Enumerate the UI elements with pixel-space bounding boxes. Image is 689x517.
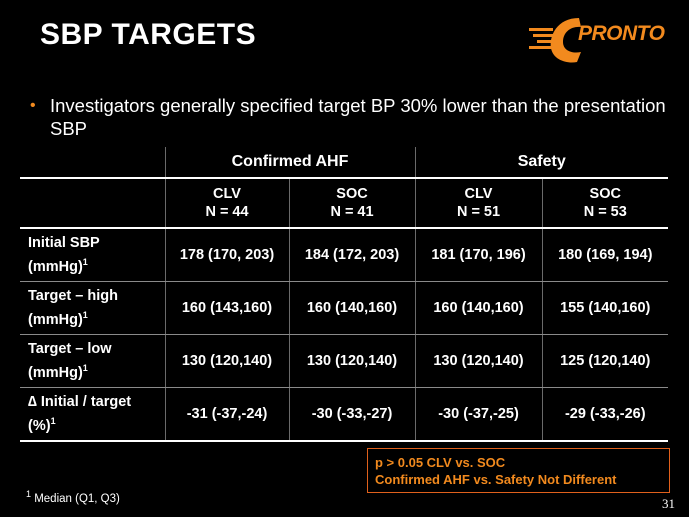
row-label: Target – low (mmHg)1 [20, 334, 165, 388]
table-row: Target – low (mmHg)1 130 (120,140) 130 (1… [20, 334, 668, 388]
column-header: CLV N = 44 [164, 178, 289, 229]
table-cell: -29 (-33,-26) [541, 387, 668, 442]
row-label: Initial SBP (mmHg)1 [20, 228, 165, 282]
table-cell: 130 (120,140) [288, 334, 415, 388]
table-cell: 160 (140,160) [288, 281, 415, 335]
table-cell: 125 (120,140) [541, 334, 668, 388]
page-number: 31 [662, 496, 675, 511]
corner-cell [20, 147, 165, 179]
column-n: N = 53 [583, 204, 627, 220]
footnote: 1 Median (Q1, Q3) [26, 489, 120, 505]
table-cell: 178 (170, 203) [164, 228, 289, 282]
note-line-2: Confirmed AHF vs. Safety Not Different [375, 472, 617, 487]
table-cell: 160 (143,160) [164, 281, 289, 335]
row-label: ∆ Initial / target (%)1 [20, 387, 165, 442]
column-name: SOC [589, 186, 621, 202]
column-name: CLV [213, 186, 241, 202]
row-label: Target – high (mmHg)1 [20, 281, 165, 335]
table-row: ∆ Initial / target (%)1 -31 (-37,-24) -30… [20, 387, 668, 442]
group-header-row: Confirmed AHF Safety [20, 147, 668, 179]
footnote-text: Median (Q1, Q3) [31, 492, 120, 505]
table-cell: 180 (169, 194) [541, 228, 668, 282]
column-name: SOC [336, 186, 368, 202]
pronto-logo-icon [529, 18, 581, 63]
column-n: N = 41 [330, 204, 374, 220]
table-cell: 155 (140,160) [541, 281, 668, 335]
group-header-confirmed-ahf: Confirmed AHF [164, 147, 415, 179]
logo-text: PRONTO [578, 22, 665, 45]
group-header-safety: Safety [414, 147, 668, 179]
bullet-text: Investigators generally specified target… [50, 95, 666, 139]
table-cell: -30 (-37,-25) [414, 387, 542, 442]
corner-cell [20, 178, 165, 229]
table-cell: -31 (-37,-24) [164, 387, 289, 442]
table-cell: 130 (120,140) [414, 334, 542, 388]
sbp-targets-table: Confirmed AHF Safety CLV N = 44 SOC N = 41… [20, 147, 668, 442]
table-cell: 160 (140,160) [414, 281, 542, 335]
column-n: N = 51 [456, 204, 501, 220]
footnote-marker: 1 [26, 489, 32, 499]
table-cell: 184 (172, 203) [288, 228, 415, 282]
column-header-row: CLV N = 44 SOC N = 41 CLV N = 51 SOC N = 53 [20, 178, 668, 229]
slide-title: SBP TARGETS [40, 18, 257, 51]
column-header: SOC N = 53 [541, 178, 668, 229]
bullet-dot-icon: • [30, 97, 36, 114]
column-header: SOC N = 41 [288, 178, 415, 229]
significance-note: p > 0.05 CLV vs. SOC Confirmed AHF vs. S… [367, 448, 670, 493]
column-n: N = 44 [205, 204, 249, 220]
table-cell: 130 (120,140) [164, 334, 289, 388]
table-cell: -30 (-33,-27) [288, 387, 415, 442]
column-header: CLV N = 51 [414, 178, 542, 229]
table-row: Initial SBP (mmHg)1 178 (170, 203) 184 (1… [20, 228, 668, 282]
note-line-1: p > 0.05 CLV vs. SOC [375, 455, 506, 470]
table-row: Target – high (mmHg)1 160 (143,160) 160 (… [20, 281, 668, 335]
column-name: CLV [464, 186, 493, 202]
table-cell: 181 (170, 196) [414, 228, 542, 282]
